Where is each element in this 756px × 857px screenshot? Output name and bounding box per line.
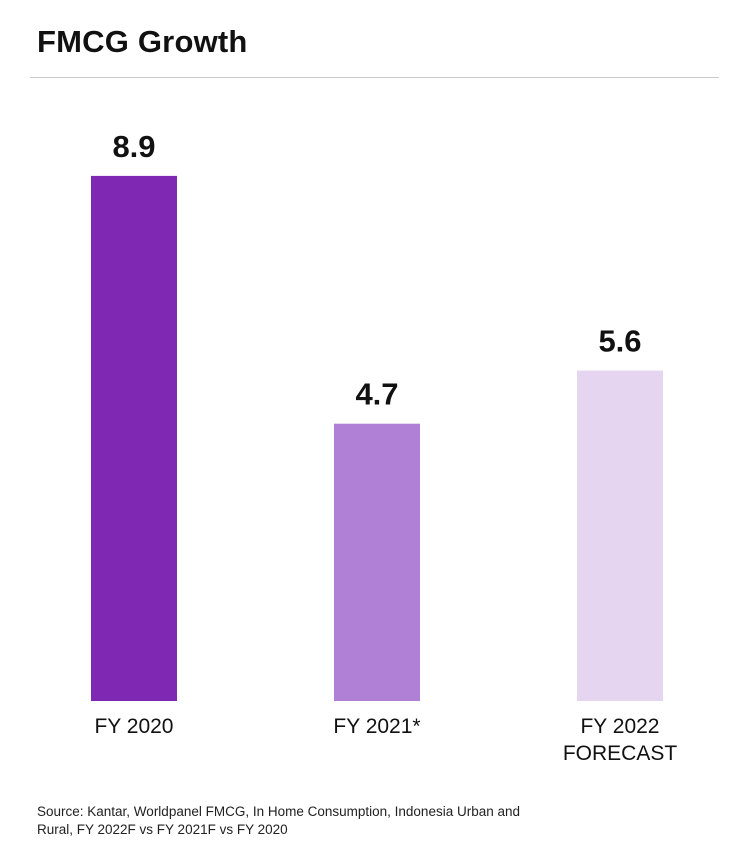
bar-2	[334, 423, 420, 701]
title-divider	[30, 77, 719, 78]
bar-chart: 8.9 FY 2020 4.7 FY 2021* 5.6 FY 2022 FORECAST	[91, 129, 678, 765]
source-note: Source: Kantar, Worldpanel FMCG, In Home…	[37, 804, 521, 837]
category-label-2: FY 2021*	[333, 715, 420, 738]
value-label-3: 5.6	[598, 324, 641, 359]
category-label-1: FY 2020	[94, 715, 173, 738]
chart-title: FMCG Growth	[37, 24, 248, 59]
value-label-2: 4.7	[355, 377, 398, 412]
bar-3	[577, 370, 663, 701]
bar-1	[91, 175, 177, 701]
value-label-1: 8.9	[112, 129, 155, 164]
category-label-3: FY 2022	[580, 715, 659, 738]
category-label-3-line-2: FORECAST	[563, 742, 678, 765]
